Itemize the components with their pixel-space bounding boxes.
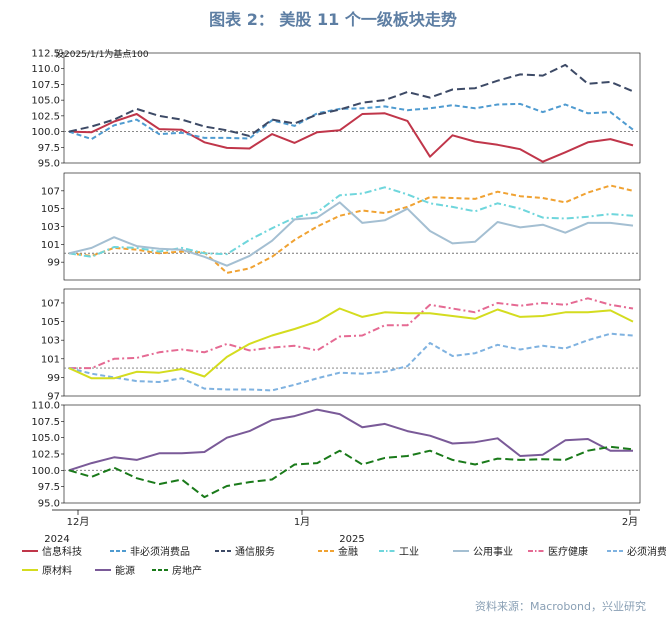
y-tick-label: 107.5 bbox=[31, 417, 60, 428]
y-tick-label: 103 bbox=[41, 336, 60, 347]
series-line-通信服务 bbox=[68, 63, 634, 137]
x-year-label: 2024 bbox=[44, 534, 69, 545]
x-tick-label: 12月 bbox=[67, 516, 90, 528]
y-tick-label: 102.5 bbox=[31, 111, 60, 122]
series-line-医疗健康 bbox=[69, 297, 634, 370]
series-line-原材料 bbox=[68, 307, 634, 380]
source-note: 资料来源：Macrobond，兴业研究 bbox=[475, 600, 646, 613]
series-line-工业 bbox=[68, 186, 634, 258]
legend-label: 通信服务 bbox=[235, 545, 275, 558]
y-tick-label: 100.0 bbox=[31, 466, 60, 477]
y-tick-label: 112.5 bbox=[31, 49, 60, 60]
base-note: 设2025/1/1为基点100 bbox=[55, 50, 149, 60]
series-line-能源 bbox=[68, 408, 633, 472]
legend-label: 必须消费品 bbox=[627, 545, 666, 558]
y-tick-label: 95.0 bbox=[38, 159, 60, 170]
series-line-非必须消费品 bbox=[68, 102, 634, 141]
y-tick-label: 95.0 bbox=[38, 499, 60, 510]
y-tick-label: 107.5 bbox=[31, 80, 60, 91]
y-tick-label: 102.5 bbox=[31, 450, 60, 461]
x-tick-label: 2月 bbox=[622, 516, 638, 528]
y-tick-label: 107 bbox=[41, 186, 60, 197]
chart-title: 图表 2： 美股 11 个一级板块走势 bbox=[209, 10, 457, 29]
legend-label: 公用事业 bbox=[473, 545, 513, 558]
y-tick-label: 105.0 bbox=[31, 433, 60, 444]
y-tick-label: 103 bbox=[41, 222, 60, 233]
legend-label: 金融 bbox=[338, 545, 358, 558]
legend-label: 能源 bbox=[115, 564, 135, 577]
panel-frame-4 bbox=[63, 404, 641, 504]
y-tick-label: 99 bbox=[47, 258, 60, 269]
legend-label: 信息科技 bbox=[42, 545, 82, 558]
y-tick-label: 97.5 bbox=[38, 482, 60, 493]
legend-label: 原材料 bbox=[42, 564, 72, 577]
y-tick-label: 110.0 bbox=[31, 401, 60, 412]
y-tick-label: 105.0 bbox=[31, 96, 60, 107]
y-tick-label: 110.0 bbox=[31, 64, 60, 75]
x-tick-label: 1月 bbox=[294, 516, 310, 528]
series-line-房地产 bbox=[68, 445, 634, 499]
series-line-信息科技 bbox=[68, 112, 634, 163]
y-tick-label: 101 bbox=[41, 354, 60, 365]
series-line-公用事业 bbox=[68, 201, 634, 267]
x-year-label: 2025 bbox=[339, 534, 364, 545]
series-line-必须消费品 bbox=[68, 332, 634, 392]
panel-frame-2 bbox=[63, 172, 641, 281]
legend-label: 非必须消费品 bbox=[130, 545, 190, 558]
legend-label: 医疗健康 bbox=[548, 545, 588, 558]
y-tick-label: 97 bbox=[47, 392, 60, 403]
y-tick-label: 99 bbox=[47, 373, 60, 384]
panel-frame-1 bbox=[63, 52, 641, 164]
legend-label: 工业 bbox=[399, 546, 419, 558]
y-tick-label: 101 bbox=[41, 240, 60, 251]
series-line-金融 bbox=[68, 184, 634, 274]
y-tick-label: 105 bbox=[41, 204, 60, 215]
y-tick-label: 107 bbox=[41, 298, 60, 309]
y-tick-label: 100.0 bbox=[31, 127, 60, 138]
panel-frame-3 bbox=[63, 288, 641, 397]
y-tick-label: 105 bbox=[41, 317, 60, 328]
y-tick-label: 97.5 bbox=[38, 143, 60, 154]
legend-label: 房地产 bbox=[172, 564, 202, 577]
